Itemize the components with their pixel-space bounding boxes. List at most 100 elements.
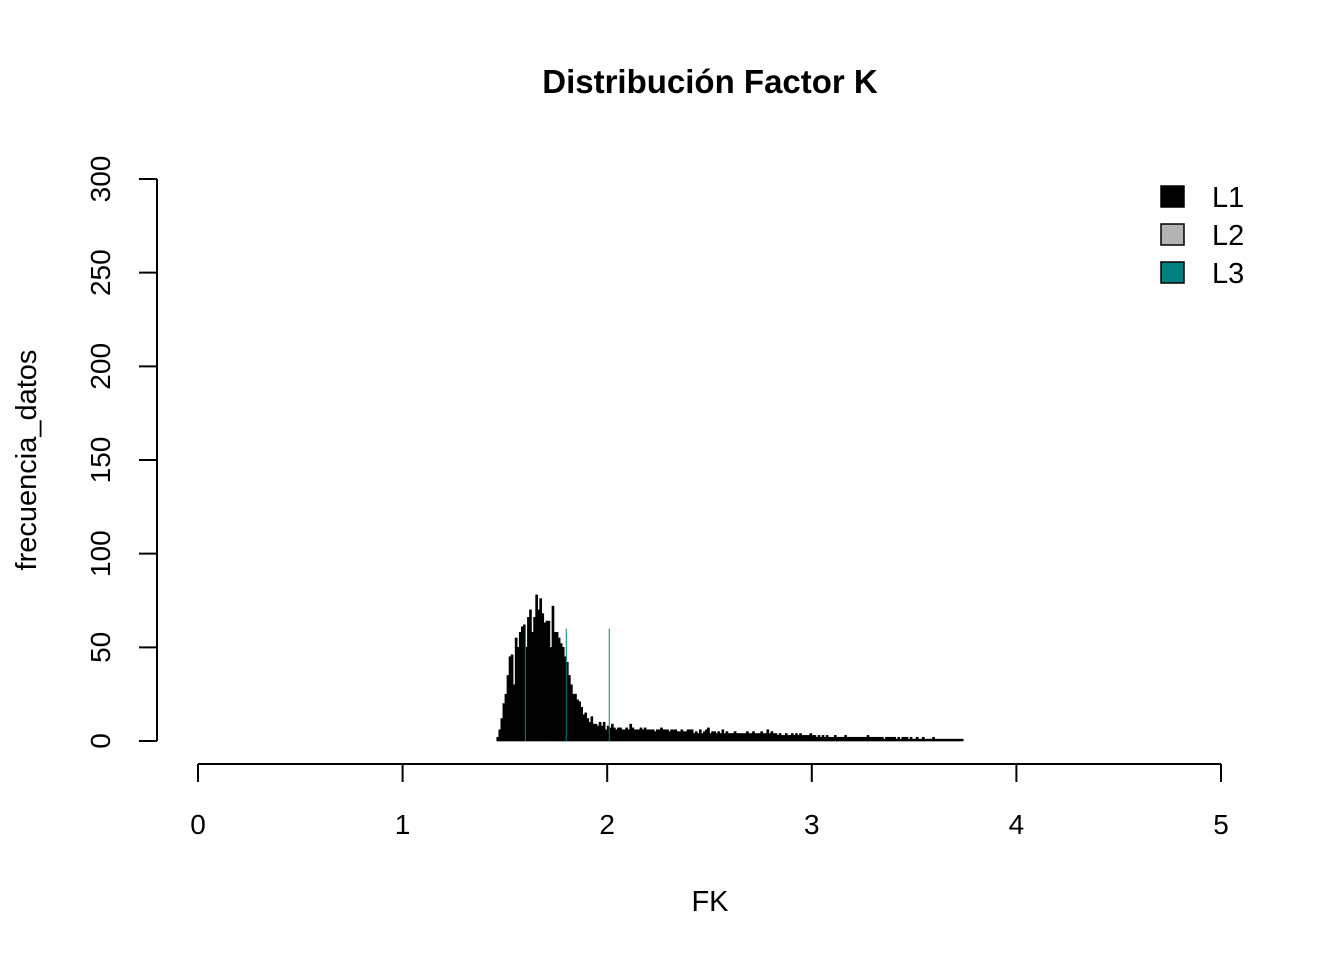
histogram-bar [891,736,894,742]
histogram-bar [801,735,804,742]
legend-swatch [1160,223,1185,246]
legend: L1 L2 L3 [1160,182,1244,290]
histogram-bar [518,632,522,742]
histogram-bar [815,736,819,742]
histogram-bar [627,729,631,742]
histogram-bar [676,731,680,742]
histogram-bar [944,738,948,742]
histogram-bar [809,733,813,742]
histogram-bar [831,736,835,742]
histogram-bar [811,735,815,742]
histogram-bar [733,731,737,742]
histogram-bar [846,736,849,742]
x-tick-label: 3 [804,809,820,840]
histogram-bar [739,733,743,742]
histogram-bar [829,736,833,742]
histogram-bar [637,729,641,742]
histogram-bar [958,738,962,742]
y-tick-label: 200 [85,343,116,390]
histogram-bar [545,620,549,742]
histogram-bar [692,733,696,742]
histogram-bar [686,729,690,742]
histogram-bar [913,738,917,742]
x-tick-label: 0 [190,809,206,840]
histogram-bar [954,738,958,742]
histogram-bar [498,729,502,742]
y-tick-label: 100 [85,530,116,577]
histogram-bar [778,733,782,742]
histogram-bar [719,733,723,742]
legend-swatch [1160,185,1185,208]
histogram-bar [901,736,905,742]
histogram-bar [866,735,870,742]
x-axis: 0 1 2 3 4 5 [190,763,1229,840]
chart-title: Distribución Factor K [542,63,878,100]
histogram-bar [723,733,727,742]
histogram-bar [610,723,614,742]
y-tick-label: 0 [85,733,116,749]
histogram-bar [539,598,543,742]
histogram-bar [850,736,854,742]
histogram-bar [512,684,516,742]
histogram-bar [780,735,784,742]
histogram-bar [553,632,557,742]
histogram-bar [600,725,604,742]
histogram-bar [856,736,860,742]
histogram-bar [617,727,620,742]
histogram-bar [549,647,553,742]
histogram-bar [717,731,721,742]
histogram-bar [651,729,655,742]
histogram-bar [921,736,925,742]
histogram-bar [805,735,809,742]
histogram-bar [727,733,731,742]
histogram-bar [907,738,911,742]
histogram-bar [748,733,751,742]
histogram-bar [635,729,639,742]
histogram-bar [750,733,753,742]
y-tick-label: 250 [85,249,116,296]
histogram-bar [703,731,706,742]
histogram-bar [760,731,764,742]
histogram-bar [881,736,884,742]
y-tick-label: 50 [85,632,116,663]
histogram-bar [821,735,825,742]
histogram-bar [795,733,798,742]
histogram-bar [590,716,594,742]
histogram-bar [758,733,761,742]
histogram-bar [860,736,864,742]
histogram-bar [952,738,956,742]
histogram-bar [604,729,608,742]
histogram-bar [852,736,856,742]
histogram-bar [655,729,659,742]
x-tick-label: 1 [395,809,411,840]
histogram-bar [647,729,651,742]
bars [496,594,964,742]
histogram-bar [819,736,823,742]
legend-label: L3 [1212,258,1244,290]
histogram-bar [876,736,880,742]
histogram-bar [942,738,946,742]
legend-label: L2 [1212,220,1244,252]
histogram-bar [788,735,792,742]
histogram-bar [938,738,942,742]
histogram-bar [948,738,952,742]
histogram-bar [928,738,931,742]
histogram-bar [897,736,901,742]
histogram-bar [508,656,512,742]
histogram-bar [514,637,518,742]
histogram-bar [893,736,896,742]
histogram-bar [924,738,927,742]
histogram-bar [754,733,757,742]
histogram-bar [529,609,532,742]
histogram-bar [621,729,624,742]
histogram-bar [641,729,645,742]
histogram-bar [631,727,635,742]
y-axis-label: frecuencia_datos [11,350,43,571]
histogram-bar [533,617,536,742]
histogram-bar [504,693,508,742]
histogram-bar [645,729,649,742]
histogram-bar [682,731,686,742]
histogram-bar [774,733,778,742]
histogram-bar [698,729,702,742]
